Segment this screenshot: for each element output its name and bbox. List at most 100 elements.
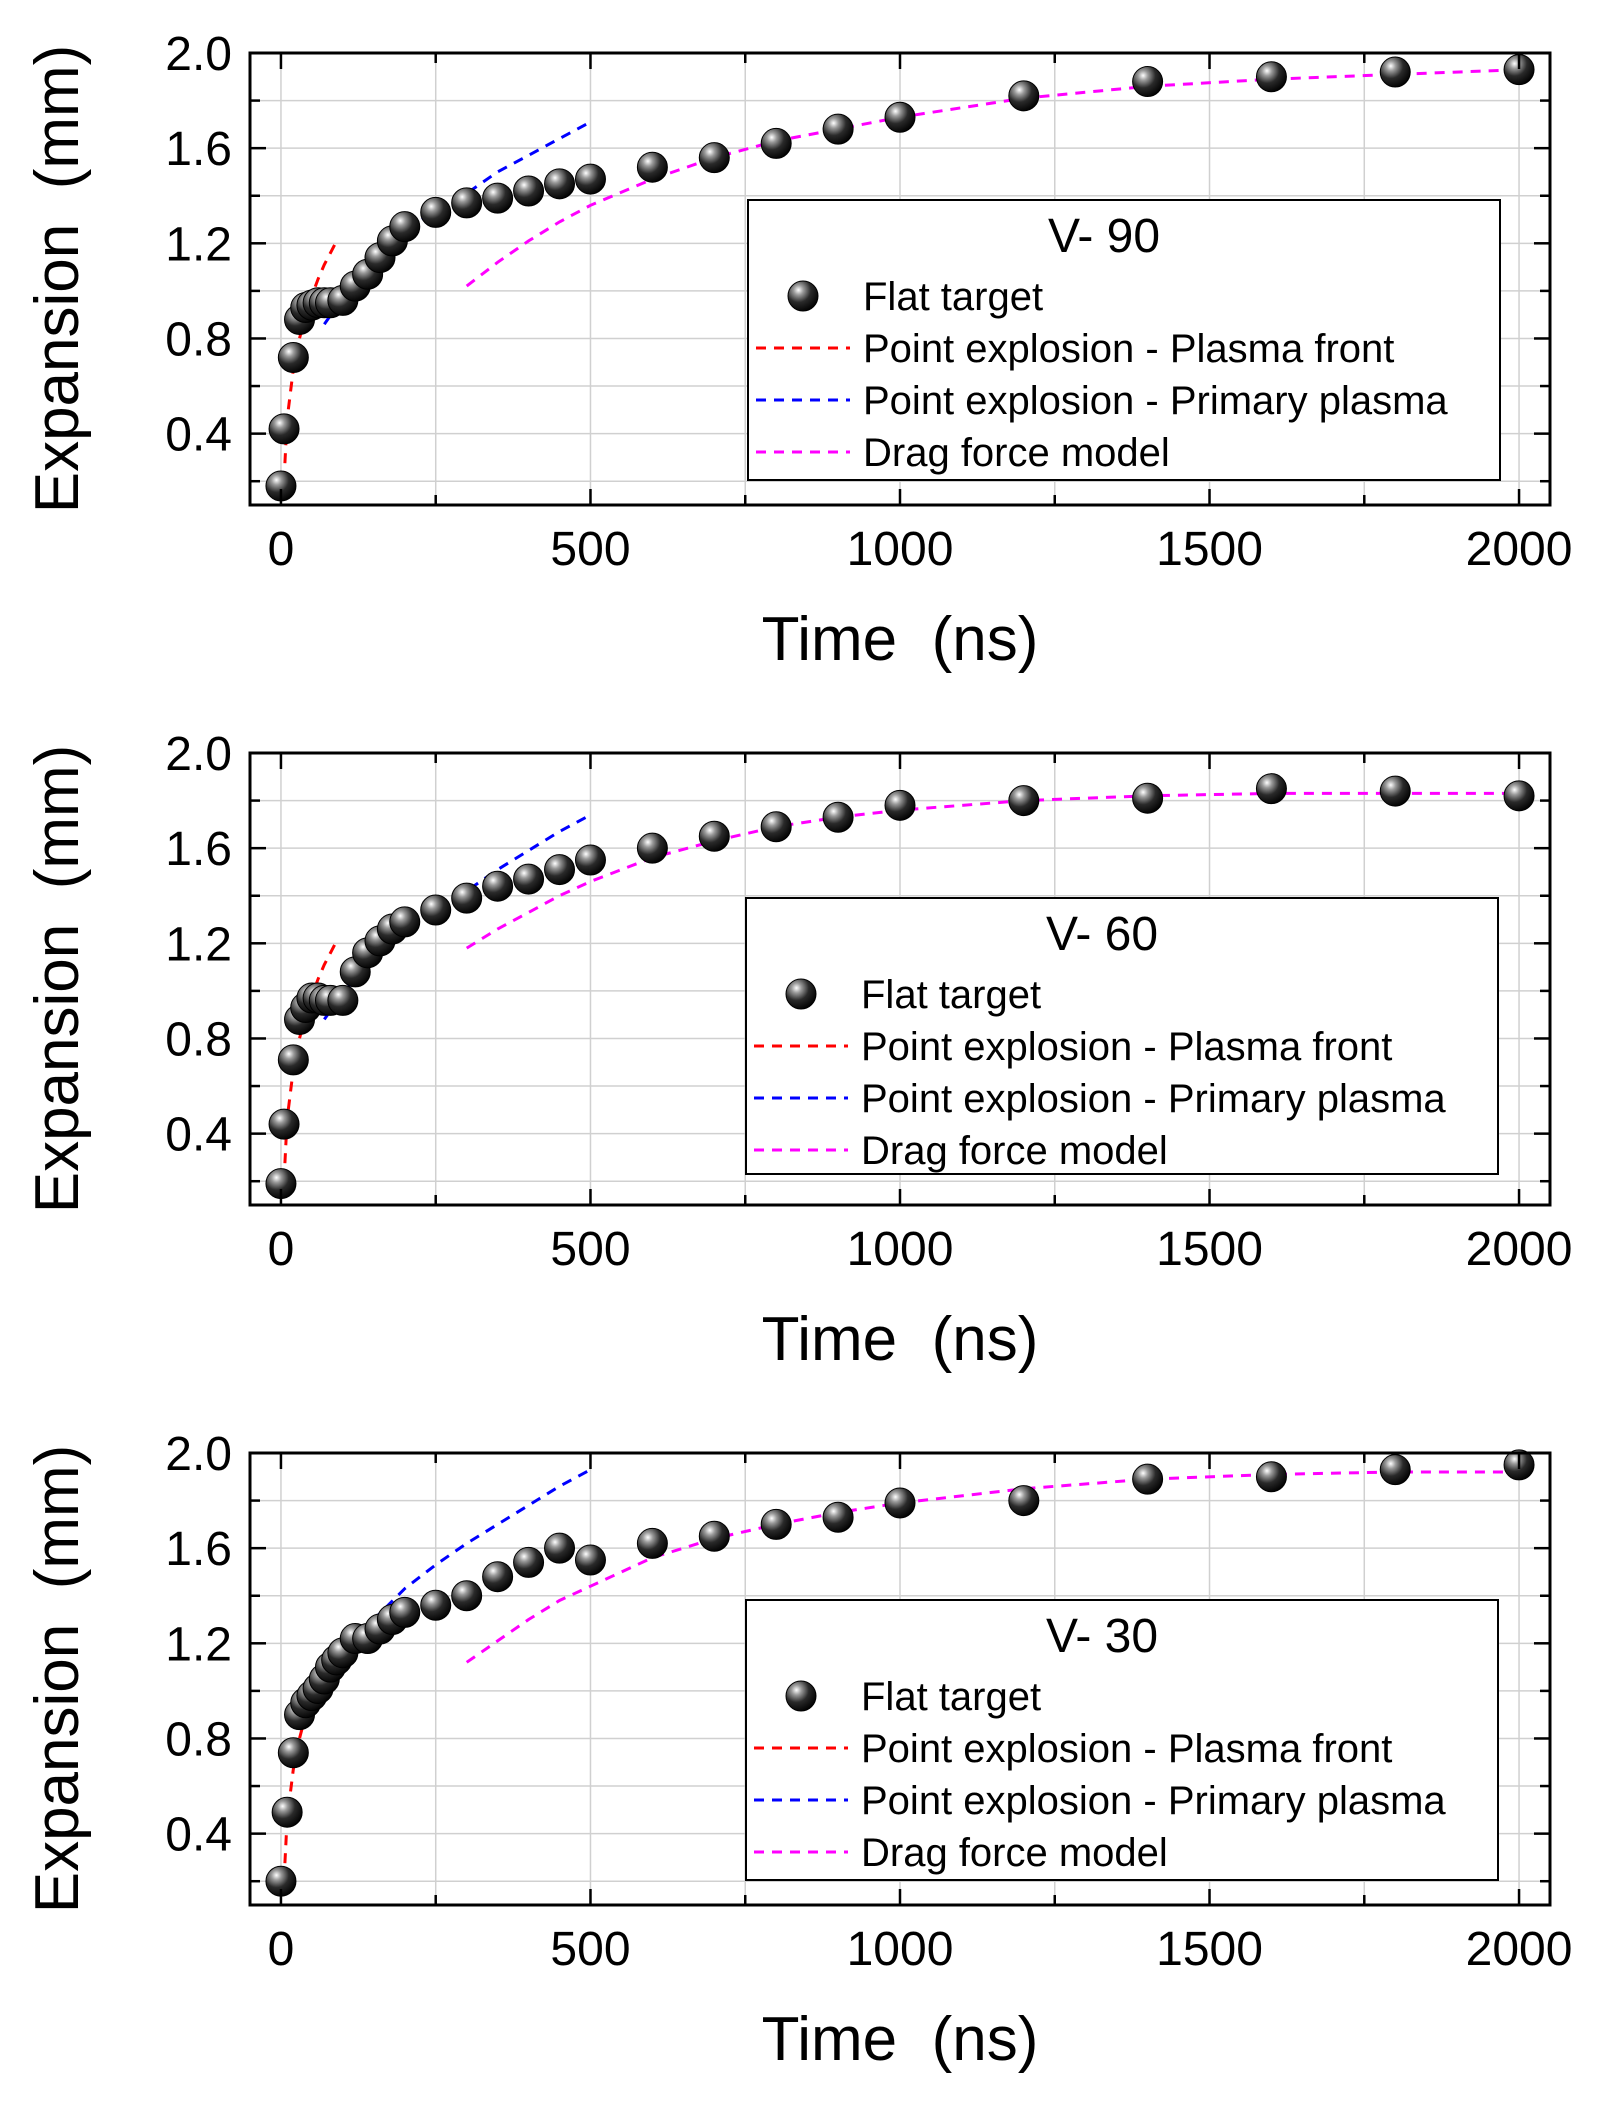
data-point xyxy=(389,906,421,938)
data-point xyxy=(822,1501,854,1533)
x-tick-label: 0 xyxy=(268,1223,295,1276)
y-tick-label: 1.2 xyxy=(165,1618,232,1671)
y-tick-label: 1.6 xyxy=(165,823,232,876)
data-series xyxy=(265,773,1535,1200)
legend-label-primary-plasma: Point explosion - Primary plasma xyxy=(861,1077,1446,1121)
x-axis-title: Time (ns) xyxy=(762,2005,1039,2074)
y-axis-title: Expansion (mm) xyxy=(23,45,92,514)
y-axis-title: Expansion (mm) xyxy=(23,1445,92,1914)
data-point xyxy=(544,854,576,886)
legend: V- 90 Flat target Point explosion - Plas… xyxy=(747,199,1501,481)
x-tick-label: 1000 xyxy=(847,523,954,576)
axis-ticks xyxy=(250,753,1550,1205)
legend-symbol-flat-target xyxy=(785,1680,817,1712)
axis-ticks xyxy=(250,1453,1550,1905)
legend-box xyxy=(745,897,1499,1175)
data-point xyxy=(482,1561,514,1593)
y-tick-label: 0.8 xyxy=(165,1713,232,1766)
data-point xyxy=(271,1796,303,1828)
data-point xyxy=(513,175,545,207)
y-tick-label: 1.2 xyxy=(165,918,232,971)
legend-title: V- 90 xyxy=(1048,210,1160,263)
data-point xyxy=(544,1532,576,1564)
x-tick-label: 1000 xyxy=(847,1923,954,1976)
data-point xyxy=(760,127,792,159)
data-point xyxy=(1379,1454,1411,1486)
data-point xyxy=(1132,66,1164,98)
legend-symbols xyxy=(756,280,850,454)
legend-symbol-flat-target xyxy=(785,978,817,1010)
data-point xyxy=(451,1580,483,1612)
x-tick-label: 0 xyxy=(268,523,295,576)
legend-symbols xyxy=(754,978,848,1152)
data-point xyxy=(482,182,514,214)
y-tick-label: 1.6 xyxy=(165,123,232,176)
data-point xyxy=(1008,1485,1040,1517)
data-point xyxy=(884,101,916,133)
data-point xyxy=(268,1108,300,1140)
x-tick-label: 1000 xyxy=(847,1223,954,1276)
x-tick-label: 500 xyxy=(550,523,630,576)
y-tick-label: 2.0 xyxy=(165,1428,232,1481)
chart-panel-v90: 0 500 1000 1500 2000 0.4 0.8 1.2 1.6 2.0… xyxy=(23,28,1572,674)
data-point xyxy=(760,1508,792,1540)
legend-label-flat-target: Flat target xyxy=(861,973,1041,1017)
data-point xyxy=(420,894,452,926)
y-tick-label: 0.8 xyxy=(165,1013,232,1066)
series-line-primary-plasma xyxy=(322,1468,592,1697)
data-point xyxy=(574,1544,606,1576)
y-axis-title: Expansion (mm) xyxy=(23,745,92,1214)
series-line-primary-plasma xyxy=(323,813,592,1021)
chart-panel-v60: 0 500 1000 1500 2000 0.4 0.8 1.2 1.6 2.0… xyxy=(23,728,1572,1374)
legend-label-flat-target: Flat target xyxy=(863,275,1043,319)
legend-label-plasma-front: Point explosion - Plasma front xyxy=(861,1727,1392,1771)
legend-symbols xyxy=(754,1680,848,1854)
data-point xyxy=(1379,56,1411,88)
data-point xyxy=(451,882,483,914)
data-point xyxy=(698,820,730,852)
legend-box xyxy=(747,199,1501,481)
y-tick-label: 0.4 xyxy=(165,1109,232,1162)
legend-label-drag-force: Drag force model xyxy=(863,431,1170,475)
data-series xyxy=(265,54,1535,502)
data-point xyxy=(1008,80,1040,112)
y-tick-label: 0.4 xyxy=(165,1809,232,1862)
x-tick-label: 500 xyxy=(550,1923,630,1976)
data-point xyxy=(636,151,668,183)
legend-symbol-flat-target xyxy=(787,280,819,312)
data-point xyxy=(1379,775,1411,807)
data-point xyxy=(544,168,576,200)
data-point xyxy=(636,832,668,864)
data-point xyxy=(1503,780,1535,812)
data-point xyxy=(1008,785,1040,817)
data-point xyxy=(574,163,606,195)
x-axis-title: Time (ns) xyxy=(762,605,1039,674)
legend-title: V- 60 xyxy=(1046,908,1158,961)
data-point xyxy=(760,811,792,843)
data-point xyxy=(1255,61,1287,93)
data-point xyxy=(420,1589,452,1621)
data-point xyxy=(327,984,359,1016)
y-tick-label: 2.0 xyxy=(165,728,232,781)
data-point xyxy=(389,211,421,243)
x-tick-label: 0 xyxy=(268,1923,295,1976)
legend-label-plasma-front: Point explosion - Plasma front xyxy=(861,1025,1392,1069)
x-axis-title: Time (ns) xyxy=(762,1305,1039,1374)
y-tick-label: 0.8 xyxy=(165,313,232,366)
x-tick-label: 2000 xyxy=(1466,1923,1573,1976)
x-tick-label: 500 xyxy=(550,1223,630,1276)
data-point xyxy=(513,1546,545,1578)
data-point xyxy=(277,1044,309,1076)
chart-panel-v30: 0 500 1000 1500 2000 0.4 0.8 1.2 1.6 2.0… xyxy=(23,1428,1572,2074)
data-point xyxy=(277,1737,309,1769)
y-tick-label: 0.4 xyxy=(165,409,232,462)
x-tick-label: 1500 xyxy=(1156,523,1263,576)
legend: V- 30 Flat target Point explosion - Plas… xyxy=(745,1599,1499,1881)
data-point xyxy=(574,844,606,876)
data-point xyxy=(884,789,916,821)
legend-label-primary-plasma: Point explosion - Primary plasma xyxy=(863,379,1448,423)
data-point xyxy=(482,870,514,902)
data-point xyxy=(636,1527,668,1559)
data-point xyxy=(698,1520,730,1552)
